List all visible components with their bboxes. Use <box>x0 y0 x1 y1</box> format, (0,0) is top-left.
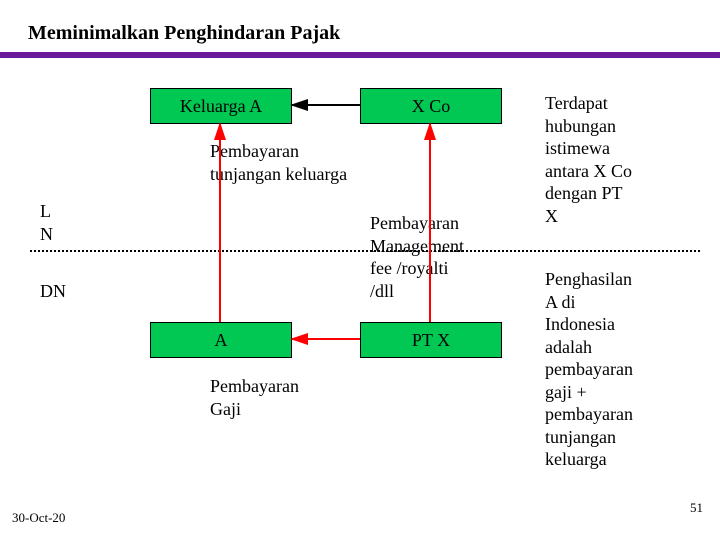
page-number: 51 <box>690 500 703 516</box>
arrow-a-to-keluarga <box>0 0 720 540</box>
footer-date: 30-Oct-20 <box>12 510 65 526</box>
